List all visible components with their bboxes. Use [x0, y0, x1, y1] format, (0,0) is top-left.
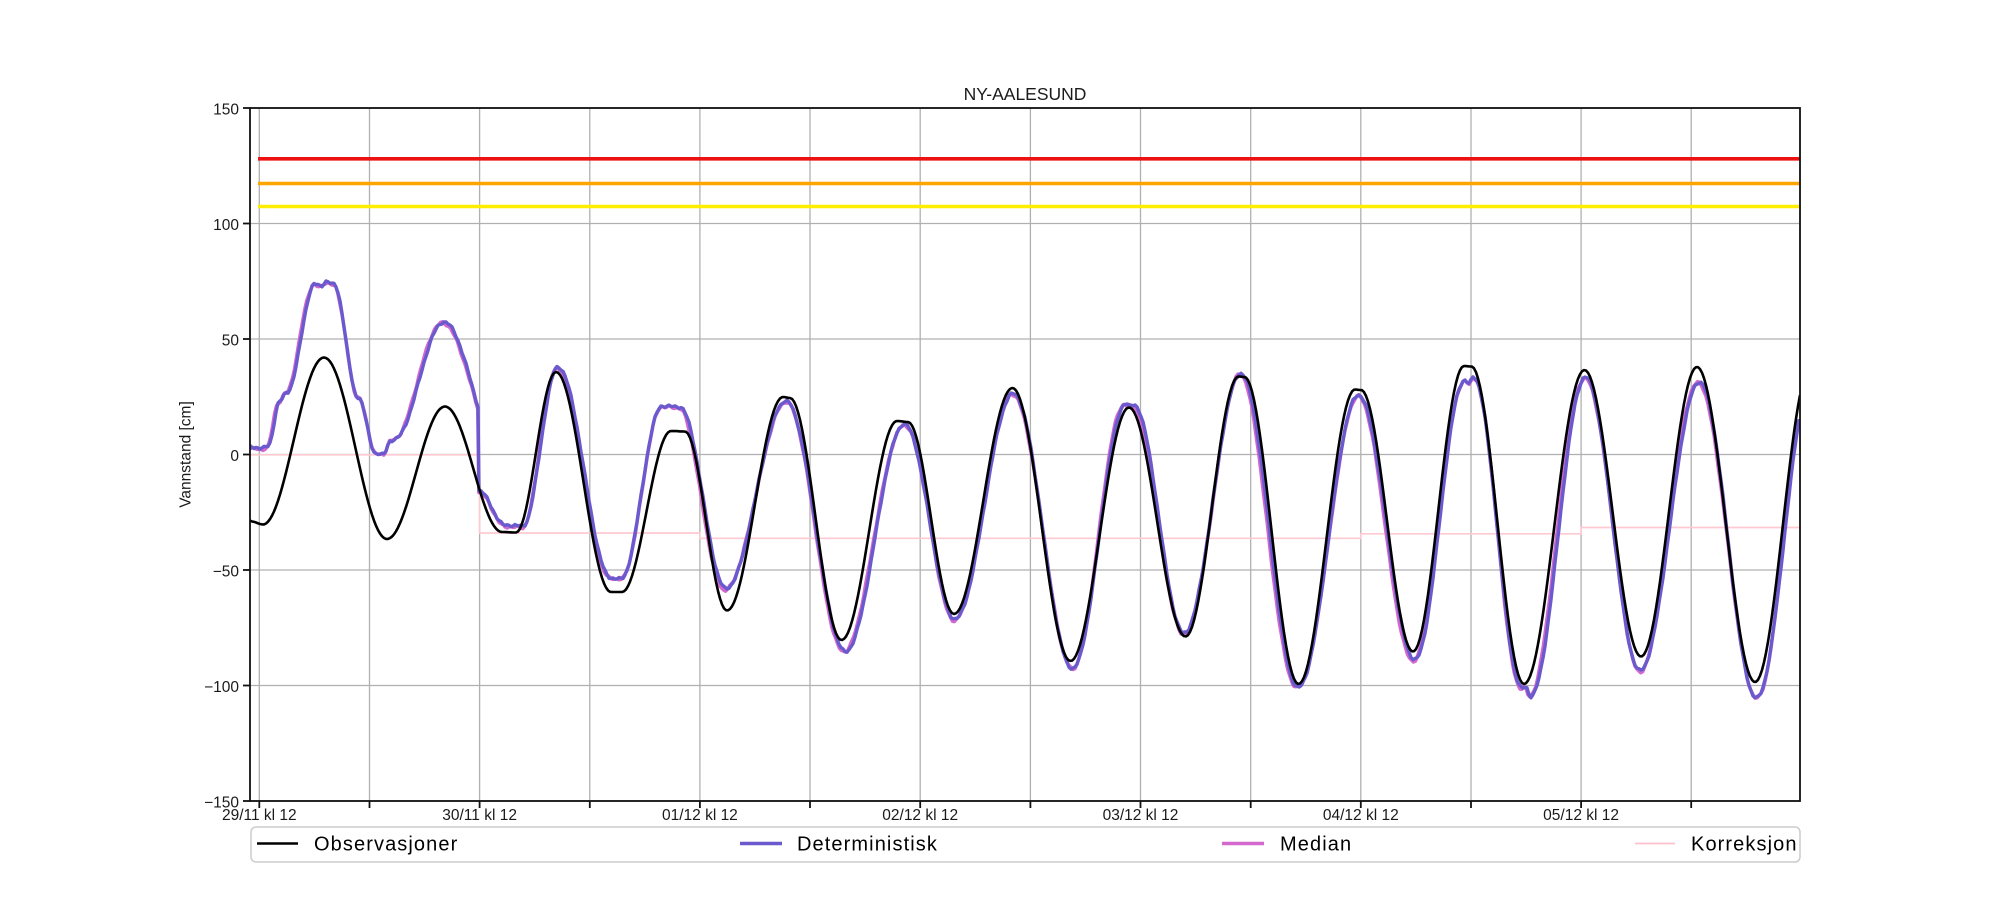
svg-text:30/11 kl 12: 30/11 kl 12: [442, 807, 517, 824]
svg-text:−50: −50: [213, 563, 240, 580]
svg-text:150: 150: [213, 101, 239, 118]
svg-text:29/11 kl 12: 29/11 kl 12: [222, 807, 297, 824]
svg-text:NY-AALESUND: NY-AALESUND: [964, 84, 1087, 104]
svg-text:0: 0: [230, 448, 239, 465]
svg-text:Median: Median: [1280, 834, 1352, 856]
svg-text:−100: −100: [204, 679, 239, 696]
svg-text:Korreksjon: Korreksjon: [1691, 834, 1798, 856]
svg-text:05/12 kl 12: 05/12 kl 12: [1543, 807, 1619, 824]
svg-text:−150: −150: [204, 794, 239, 811]
svg-text:02/12 kl 12: 02/12 kl 12: [882, 807, 958, 824]
svg-text:04/12 kl 12: 04/12 kl 12: [1323, 807, 1399, 824]
svg-text:Observasjoner: Observasjoner: [314, 834, 458, 856]
svg-text:100: 100: [213, 217, 239, 234]
svg-text:50: 50: [222, 332, 240, 349]
svg-text:Vannstand [cm]: Vannstand [cm]: [178, 401, 195, 508]
svg-text:01/12 kl 12: 01/12 kl 12: [662, 807, 738, 824]
svg-text:03/12 kl 12: 03/12 kl 12: [1103, 807, 1179, 824]
svg-text:Deterministisk: Deterministisk: [797, 834, 938, 856]
